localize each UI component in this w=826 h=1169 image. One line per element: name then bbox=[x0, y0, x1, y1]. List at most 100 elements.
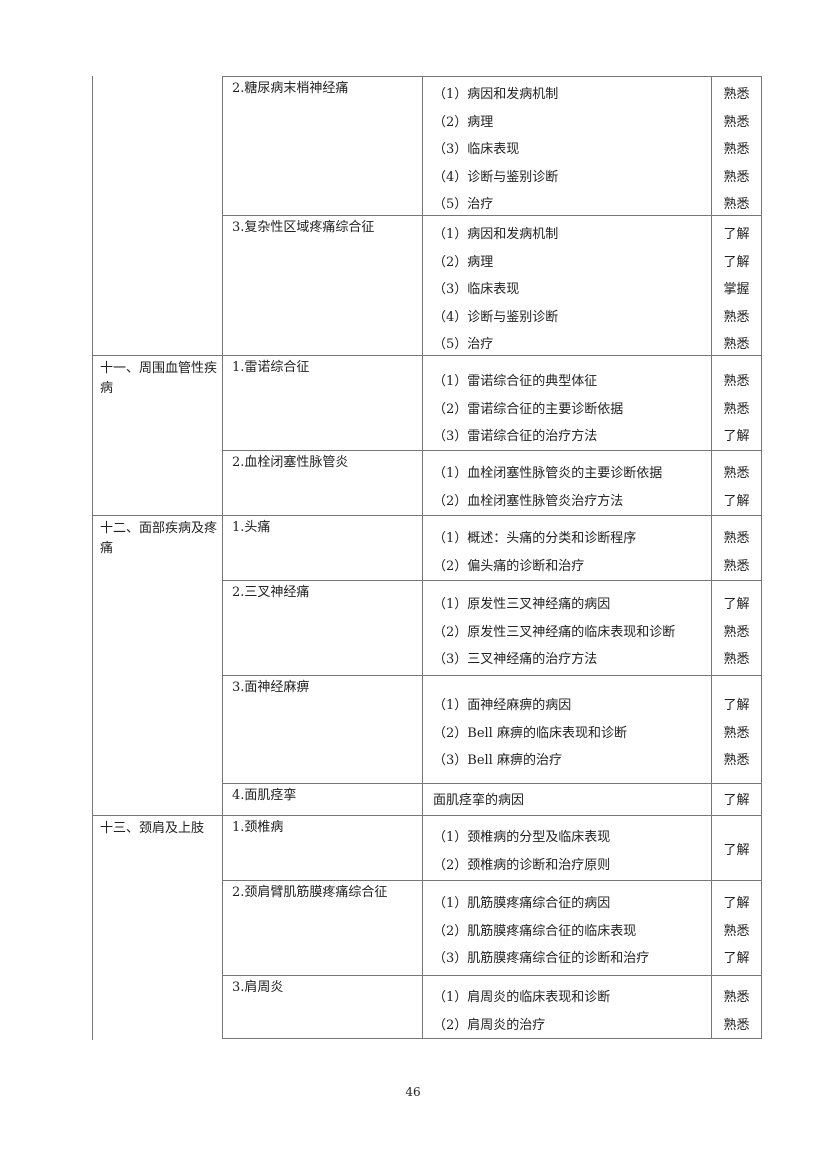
level-cell: 了解 bbox=[711, 783, 762, 816]
level-cell: 熟悉 了解 bbox=[711, 450, 762, 516]
topic-label: 2.血栓闭塞性脉管炎 bbox=[232, 455, 349, 470]
item-text: （1）肌筋膜疼痛综合征的病因 bbox=[433, 896, 611, 911]
level-label: 熟悉 bbox=[723, 142, 750, 157]
level-cell: 熟悉 熟悉 bbox=[711, 515, 762, 581]
level-label: 了解 bbox=[723, 429, 750, 444]
level-label: 熟悉 bbox=[723, 1017, 750, 1033]
item-text: （2）血栓闭塞性脉管炎治疗方法 bbox=[433, 493, 624, 509]
item-text: （2）肩周炎的治疗 bbox=[433, 1017, 546, 1033]
item-text: （1）原发性三叉神经痛的病因 bbox=[433, 597, 611, 612]
level-label: 熟悉 bbox=[723, 652, 750, 667]
page-number: 46 bbox=[405, 1085, 421, 1099]
level-label: 了解 bbox=[723, 698, 750, 713]
level-cell: 熟悉 熟悉 了解 bbox=[711, 355, 762, 451]
item-text: （2）病理 bbox=[433, 254, 494, 270]
level-cell: 熟悉 熟悉 bbox=[711, 975, 762, 1039]
item-text: （2）肌筋膜疼痛综合征的临床表现 bbox=[433, 923, 637, 939]
item-text: （1）病因和发病机制 bbox=[433, 227, 559, 242]
items-cell: （1）病因和发病机制 （2）病理 （3）临床表现 （4）诊断与鉴别诊断 （5）治疗 bbox=[422, 76, 712, 216]
level-label: 了解 bbox=[723, 227, 750, 242]
topic-cell: 2.三叉神经痛 bbox=[222, 580, 423, 676]
level-label: 了解 bbox=[723, 896, 750, 911]
topic-label: 1.头痛 bbox=[232, 520, 271, 535]
item-text: （2）Bell 麻痹的临床表现和诊断 bbox=[433, 725, 627, 741]
topic-label: 1.雷诺综合征 bbox=[232, 360, 310, 375]
topic-label: 1.颈椎病 bbox=[232, 820, 284, 835]
items-cell: （1）血栓闭塞性脉管炎的主要诊断依据 （2）血栓闭塞性脉管炎治疗方法 bbox=[422, 450, 712, 516]
section-cell: 十一、周围血管性疾病 bbox=[92, 355, 222, 515]
item-text: （2）原发性三叉神经痛的临床表现和诊断 bbox=[433, 624, 676, 640]
topic-label: 4.面肌痉挛 bbox=[232, 788, 297, 803]
level-label: 了解 bbox=[723, 493, 750, 509]
item-text: （3）三叉神经痛的治疗方法 bbox=[433, 652, 598, 667]
level-label: 了解 bbox=[723, 793, 750, 808]
item-text: （1）肩周炎的临床表现和诊断 bbox=[433, 990, 611, 1005]
item-text: （1）雷诺综合征的典型体征 bbox=[433, 374, 598, 389]
item-text: （3）雷诺综合征的治疗方法 bbox=[433, 429, 598, 444]
item-text: （1）概述：头痛的分类和诊断程序 bbox=[433, 531, 637, 546]
item-text: （5）治疗 bbox=[433, 197, 494, 212]
section-cell bbox=[92, 76, 222, 355]
topic-cell: 4.面肌痉挛 bbox=[222, 783, 423, 816]
level-label: 熟悉 bbox=[723, 401, 750, 417]
topic-cell: 1.颈椎病 bbox=[222, 815, 423, 881]
item-text: （2）雷诺综合征的主要诊断依据 bbox=[433, 401, 624, 417]
item-text: （5）治疗 bbox=[433, 337, 494, 352]
level-label: 熟悉 bbox=[723, 558, 750, 574]
section-cell: 十三、颈肩及上肢 bbox=[92, 815, 222, 1038]
topic-label: 3.面神经麻痹 bbox=[232, 680, 310, 695]
item-text: （3）肌筋膜疼痛综合征的诊断和治疗 bbox=[433, 951, 650, 966]
topic-cell: 3.肩周炎 bbox=[222, 975, 423, 1039]
level-cell: 了解 熟悉 熟悉 bbox=[711, 675, 762, 784]
level-label: 熟悉 bbox=[723, 337, 750, 352]
item-text: （1）面神经麻痹的病因 bbox=[433, 698, 572, 713]
items-cell: （1）概述：头痛的分类和诊断程序 （2）偏头痛的诊断和治疗 bbox=[422, 515, 712, 581]
topic-cell: 2.糖尿病末梢神经痛 bbox=[222, 76, 423, 216]
items-cell: （1）颈椎病的分型及临床表现 （2）颈椎病的诊断和治疗原则 bbox=[422, 815, 712, 881]
level-label: 熟悉 bbox=[723, 309, 750, 325]
topic-label: 3.肩周炎 bbox=[232, 980, 284, 995]
level-label: 熟悉 bbox=[723, 169, 750, 185]
level-label: 了解 bbox=[723, 842, 750, 858]
topic-label: 2.糖尿病末梢神经痛 bbox=[232, 81, 349, 96]
item-text: （1）血栓闭塞性脉管炎的主要诊断依据 bbox=[433, 466, 663, 481]
section-cell: 十二、面部疾病及疼痛 bbox=[92, 515, 222, 815]
items-cell: （1）原发性三叉神经痛的病因 （2）原发性三叉神经痛的临床表现和诊断 （3）三叉神经… bbox=[422, 580, 712, 676]
item-text: （1）颈椎病的分型及临床表现 bbox=[433, 830, 611, 845]
section-title: 十一、周围血管性疾病 bbox=[100, 361, 218, 396]
topic-cell: 1.雷诺综合征 bbox=[222, 355, 423, 451]
item-text: （4）诊断与鉴别诊断 bbox=[433, 169, 559, 185]
item-text: （3）临床表现 bbox=[433, 282, 520, 297]
level-label: 熟悉 bbox=[723, 466, 750, 481]
items-cell: 面肌痉挛的病因 bbox=[422, 783, 712, 816]
level-cell: 了解 熟悉 熟悉 bbox=[711, 580, 762, 676]
table-left-border bbox=[92, 76, 93, 1040]
level-label: 熟悉 bbox=[723, 87, 750, 102]
level-label: 熟悉 bbox=[723, 624, 750, 640]
level-label: 熟悉 bbox=[723, 990, 750, 1005]
item-text: 面肌痉挛的病因 bbox=[433, 793, 525, 808]
topic-cell: 3.面神经麻痹 bbox=[222, 675, 423, 784]
level-label: 熟悉 bbox=[723, 725, 750, 741]
topic-cell: 3.复杂性区域疼痛综合征 bbox=[222, 215, 423, 356]
section-title: 十二、面部疾病及疼痛 bbox=[100, 521, 218, 556]
level-label: 熟悉 bbox=[723, 374, 750, 389]
item-text: （4）诊断与鉴别诊断 bbox=[433, 309, 559, 325]
item-text: （3）临床表现 bbox=[433, 142, 520, 157]
topic-cell: 2.颈肩臂肌筋膜疼痛综合征 bbox=[222, 880, 423, 976]
item-text: （3）Bell 麻痹的治疗 bbox=[433, 753, 562, 768]
level-label: 熟悉 bbox=[723, 531, 750, 546]
level-label: 熟悉 bbox=[723, 923, 750, 939]
level-label: 了解 bbox=[723, 951, 750, 966]
topic-label: 2.颈肩臂肌筋膜疼痛综合征 bbox=[232, 885, 388, 900]
level-cell: 熟悉 熟悉 熟悉 熟悉 熟悉 bbox=[711, 76, 762, 216]
items-cell: （1）肩周炎的临床表现和诊断 （2）肩周炎的治疗 bbox=[422, 975, 712, 1039]
item-text: （2）颈椎病的诊断和治疗原则 bbox=[433, 857, 611, 873]
level-label: 熟悉 bbox=[723, 197, 750, 212]
topic-label: 2.三叉神经痛 bbox=[232, 585, 310, 600]
level-label: 了解 bbox=[723, 597, 750, 612]
level-cell: 了解 熟悉 了解 bbox=[711, 880, 762, 976]
section-title: 十三、颈肩及上肢 bbox=[100, 821, 205, 836]
level-cell: 了解 bbox=[711, 815, 762, 881]
topic-cell: 1.头痛 bbox=[222, 515, 423, 581]
